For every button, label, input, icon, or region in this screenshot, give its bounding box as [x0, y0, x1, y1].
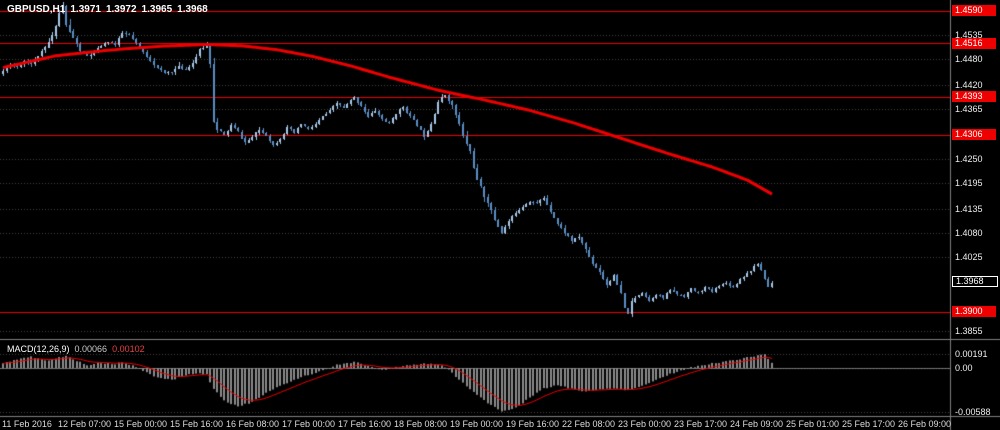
symbol-timeframe: GBPUSD,H1 — [7, 4, 66, 15]
quote-close: 1.3968 — [177, 4, 208, 15]
time-tick-label: 16 Feb 08:00 — [226, 419, 280, 429]
time-tick-label: 17 Feb 00:00 — [282, 419, 336, 429]
macd-tick-label: -0.00588 — [955, 406, 991, 417]
price-tick-label: 1.4365 — [955, 104, 983, 115]
price-tick-label: 1.4420 — [955, 80, 983, 91]
level-price-badge: 1.4306 — [952, 129, 996, 141]
level-price-badge: 1.3900 — [952, 306, 996, 318]
level-price-badge: 1.4393 — [952, 91, 996, 103]
price-tick-label: 1.4535 — [955, 29, 983, 40]
price-tick-label: 1.4250 — [955, 154, 983, 165]
quote-low: 1.3965 — [141, 4, 173, 15]
price-tick-label: 1.4080 — [955, 228, 983, 239]
price-tick-label: 1.3855 — [955, 326, 983, 337]
macd-name: MACD(12,26,9) — [7, 344, 70, 354]
time-tick-label: 23 Feb 17:00 — [674, 419, 728, 429]
time-tick-label: 15 Feb 16:00 — [170, 419, 224, 429]
macd-signal-value: 0.00102 — [112, 344, 145, 354]
time-tick-label: 22 Feb 08:00 — [562, 419, 616, 429]
time-axis[interactable]: 11 Feb 2016 12 Feb 07:00 15 Feb 00:00 15 Fe… — [0, 416, 1000, 430]
macd-indicator-label: MACD(12,26,9) 0.00066 0.00102 — [7, 344, 150, 354]
time-tick-label: 23 Feb 00:00 — [618, 419, 672, 429]
time-tick-label: 25 Feb 01:00 — [786, 419, 840, 429]
chart-title: GBPUSD,H1 1.3971 1.3972 1.3965 1.3968 — [7, 4, 213, 15]
time-tick-label: 17 Feb 16:00 — [338, 419, 392, 429]
time-tick-label: 19 Feb 00:00 — [450, 419, 504, 429]
macd-tick-label: 0.00 — [955, 363, 973, 373]
macd-main-value: 0.00066 — [74, 344, 108, 354]
macd-axis[interactable]: 0.00191 0.00 -0.00588 — [951, 340, 1000, 417]
time-tick-label: 24 Feb 09:00 — [730, 419, 784, 429]
price-tick-label: 1.4480 — [955, 53, 983, 64]
time-tick-label: 26 Feb 09:00 — [898, 419, 952, 429]
time-tick-label: 18 Feb 08:00 — [394, 419, 448, 429]
level-price-badge: 1.4590 — [952, 5, 996, 17]
time-tick-label: 12 Feb 07:00 — [58, 419, 112, 429]
macd-tick-label: 0.00191 — [955, 348, 988, 359]
level-price-badge: 1.4516 — [952, 37, 996, 49]
time-tick-label: 19 Feb 16:00 — [506, 419, 560, 429]
quote-high: 1.3972 — [105, 4, 137, 15]
time-tick-label: 11 Feb 2016 — [2, 419, 52, 429]
price-axis[interactable]: 1.4535 1.4480 1.4420 1.4365 1.4250 1.4195 1.41… — [951, 0, 1000, 340]
time-tick-label: 15 Feb 00:00 — [114, 419, 168, 429]
current-price-badge: 1.3968 — [952, 276, 998, 288]
time-tick-label: 25 Feb 17:00 — [842, 419, 896, 429]
price-tick-label: 1.4025 — [955, 252, 983, 263]
quote-open: 1.3971 — [70, 4, 101, 15]
price-tick-label: 1.4135 — [955, 204, 983, 215]
price-tick-label: 1.4195 — [955, 178, 983, 189]
